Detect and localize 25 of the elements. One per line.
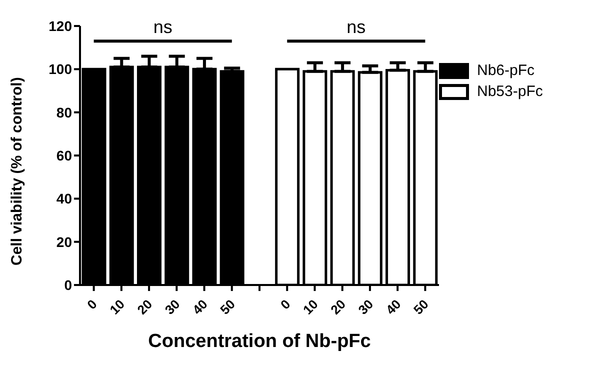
x-tick-label: 20	[134, 296, 156, 318]
y-tick-label: 120	[48, 18, 72, 34]
y-tick-label: 60	[56, 147, 72, 164]
x-tick-label: 50	[217, 296, 238, 318]
annotation: ns	[346, 17, 366, 38]
x-tick-label: 0	[278, 296, 294, 312]
x-tick-label: 0	[84, 296, 100, 312]
x-tick-label: 40	[190, 296, 210, 318]
y-tick-label: 0	[64, 276, 72, 293]
x-tick-label: 50	[410, 296, 432, 318]
y-tick-label: 40	[56, 190, 72, 207]
x-tick-label: 40	[382, 296, 404, 318]
legend-label: Nb53-pFc	[477, 83, 543, 100]
y-tick-label: 20	[56, 234, 72, 250]
x-tick-label: 20	[328, 296, 348, 318]
x-tick-label: 10	[106, 296, 128, 318]
x-tick-label: 30	[162, 296, 183, 318]
x-tick-label: 30	[355, 296, 376, 318]
x-axis-title: Concentration of Nb-pFc	[148, 331, 372, 352]
y-tick-label: 100	[48, 61, 72, 78]
y-axis-title: Cell viability (% of control)	[8, 77, 26, 266]
legend-label: Nb6-pFc	[477, 62, 535, 79]
y-tick-label: 80	[56, 104, 72, 120]
x-tick-label: 10	[300, 296, 321, 318]
annotation: ns	[153, 17, 172, 38]
